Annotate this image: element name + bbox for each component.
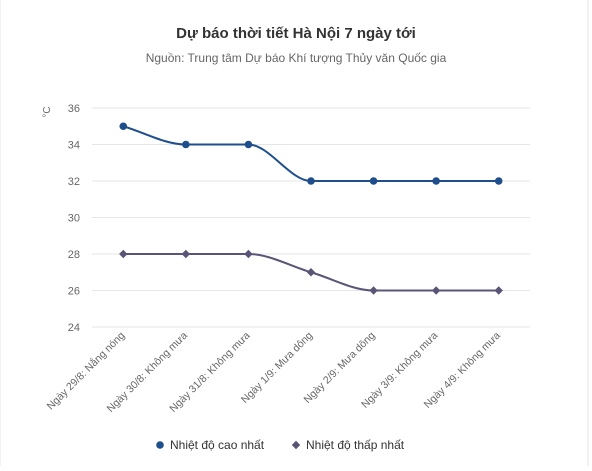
chart-title: Dự báo thời tiết Hà Nội 7 ngày tới [176,25,416,42]
series-1-point[interactable] [307,177,315,185]
y-axis-unit: °C [42,106,53,117]
series-1 [119,122,503,185]
series-2-point[interactable] [369,286,378,295]
y-tick-label: 36 [68,103,80,115]
series-2-point[interactable] [431,286,441,295]
series-2 [119,249,503,295]
series-1-point[interactable] [432,177,440,185]
legend-item-1[interactable]: Nhiệt độ cao nhất [156,438,265,452]
y-tick-label: 28 [68,249,80,261]
legend-item-2[interactable]: Nhiệt độ thấp nhất [291,438,405,452]
series-1-line [123,125,499,182]
series-1-point[interactable] [494,177,503,185]
y-tick-label: 34 [68,140,80,152]
grid-layer: 24 26 28 30 32 34 36 [68,103,530,334]
series-layer [119,122,503,295]
series-1-point[interactable] [182,140,190,149]
legend-label: Nhiệt độ cao nhất [170,438,265,452]
legend-marker-circle [156,441,164,449]
legend: Nhiệt độ cao nhất Nhiệt độ thấp nhất [156,438,405,452]
chart-subtitle: Nguồn: Trung tâm Dự báo Khí tượng Thủy v… [146,51,447,65]
legend-label: Nhiệt độ thấp nhất [306,438,405,452]
y-tick-label: 26 [68,286,80,298]
y-tick-label: 30 [68,213,80,225]
y-tick-label: 24 [68,322,80,334]
series-2-point[interactable] [181,249,191,259]
series-1-point[interactable] [244,140,253,149]
series-1-point[interactable] [119,122,128,131]
legend-marker-diamond [291,440,301,450]
series-1-point[interactable] [369,177,378,185]
y-tick-label: 32 [68,176,80,188]
series-2-point[interactable] [119,249,128,259]
series-2-point[interactable] [244,249,253,259]
series-2-point[interactable] [494,286,503,295]
series-2-point[interactable] [306,268,316,277]
